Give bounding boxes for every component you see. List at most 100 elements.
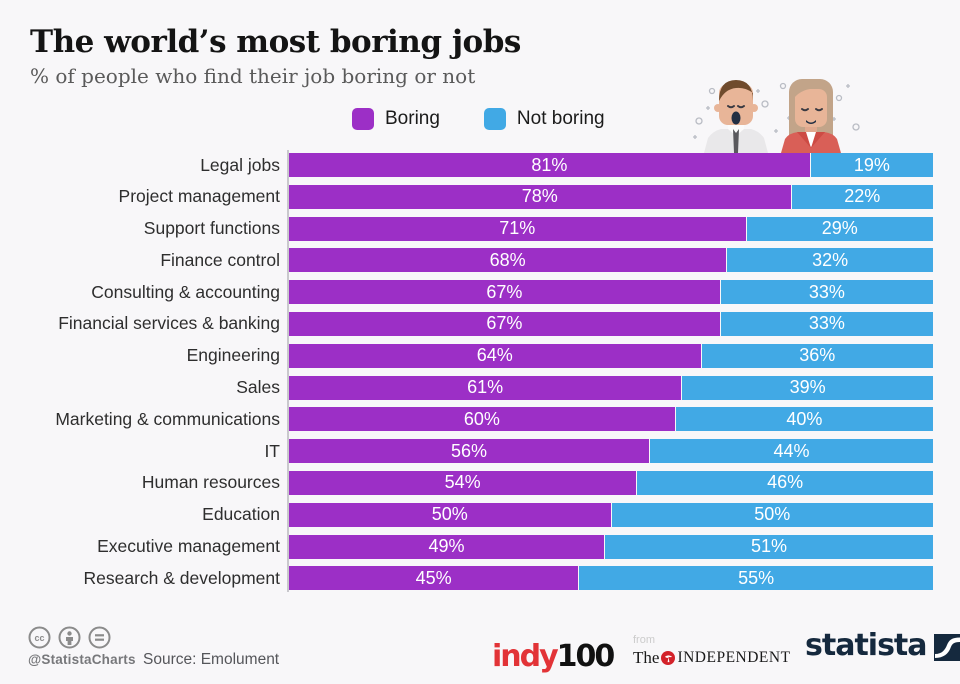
- chart-row: Engineering 64% 36%: [18, 343, 933, 368]
- boring-bar-segment: 81%: [289, 153, 810, 177]
- bar-track: 67% 33%: [289, 311, 933, 336]
- category-label: Finance control: [160, 249, 280, 270]
- legend-label: Not boring: [516, 108, 605, 129]
- value-label: 64%: [476, 345, 513, 366]
- boring-bar-segment: 54%: [289, 470, 637, 495]
- not-boring-bar-segment: 40%: [675, 407, 933, 432]
- value-label: 49%: [428, 536, 465, 557]
- equals-icon: [88, 626, 111, 649]
- not-boring-bar-segment: 55%: [579, 566, 933, 591]
- yawning-man: [704, 80, 768, 153]
- value-label: 78%: [521, 186, 558, 207]
- not-boring-bar-segment: 46%: [637, 470, 933, 495]
- value-label: 81%: [531, 154, 568, 175]
- category-label: Sales: [236, 377, 280, 398]
- value-label: 67%: [486, 313, 523, 334]
- category-label: Legal jobs: [200, 154, 280, 175]
- legend-item-boring: Boring: [352, 108, 440, 130]
- boring-bar-segment: 56%: [289, 439, 650, 464]
- chart-row: Finance control 68% 32%: [18, 248, 933, 273]
- statista-logo-icon: [933, 634, 960, 661]
- boring-bar-segment: 71%: [289, 216, 746, 241]
- not-boring-bar-segment: 36%: [701, 343, 933, 368]
- category-label: Engineering: [186, 345, 280, 366]
- boring-swatch: [352, 108, 374, 130]
- bar-track: 54% 46%: [289, 470, 933, 495]
- value-label: 50%: [431, 504, 468, 525]
- statista-logo-text: statista: [805, 628, 928, 663]
- value-label: 46%: [767, 472, 804, 493]
- value-label: 56%: [451, 440, 488, 461]
- statista-logo: statista: [805, 631, 960, 661]
- boring-bar-segment: 78%: [289, 184, 791, 209]
- chart-row: Research & development 45% 55%: [18, 566, 933, 591]
- boring-bar-segment: 67%: [289, 280, 720, 305]
- value-label: 51%: [751, 536, 788, 557]
- value-label: 54%: [444, 472, 481, 493]
- not-boring-bar-segment: 29%: [746, 216, 933, 241]
- bar-track: 68% 32%: [289, 248, 933, 273]
- chart-row: Financial services & banking 67% 33%: [18, 311, 933, 336]
- value-label: 68%: [489, 249, 526, 270]
- not-boring-bar-segment: 33%: [720, 280, 933, 305]
- bar-track: 71% 29%: [289, 216, 933, 241]
- not-boring-bar-segment: 19%: [810, 153, 933, 177]
- category-label: Human resources: [141, 472, 280, 493]
- category-label: Project management: [118, 186, 280, 207]
- chart-row: Executive management 49% 51%: [18, 534, 933, 559]
- value-label: 61%: [467, 377, 504, 398]
- boring-bar-segment: 61%: [289, 375, 682, 400]
- independent-logo-name: INDEPENDENT: [677, 649, 791, 666]
- the-independent-logo: from The INDEPENDENT: [633, 634, 791, 668]
- value-label: 50%: [754, 504, 791, 525]
- value-label: 40%: [786, 408, 823, 429]
- value-label: 33%: [808, 281, 845, 302]
- value-label: 33%: [808, 313, 845, 334]
- bar-track: 64% 36%: [289, 343, 933, 368]
- y-axis-line: [287, 150, 289, 592]
- from-label: from: [633, 634, 655, 646]
- legend-item-not-boring: Not boring: [483, 108, 605, 130]
- not-boring-bar-segment: 44%: [650, 439, 933, 464]
- boring-bar-segment: 50%: [289, 502, 611, 527]
- category-label: Education: [202, 504, 280, 525]
- category-label: Marketing & communications: [55, 408, 280, 429]
- chart-row: Education 50% 50%: [18, 502, 933, 527]
- value-label: 22%: [844, 186, 881, 207]
- not-boring-bar-segment: 39%: [682, 375, 933, 400]
- attribution-icon: [58, 626, 81, 649]
- not-boring-bar-segment: 33%: [720, 311, 933, 336]
- value-label: 32%: [812, 249, 849, 270]
- chart-row: Legal jobs 81% 19%: [18, 153, 933, 177]
- page-title: The world’s most boring jobs: [30, 24, 521, 60]
- category-label: Support functions: [143, 218, 280, 239]
- value-label: 39%: [789, 377, 826, 398]
- cc-icon: cc: [28, 626, 51, 649]
- legend: Boring Not boring: [352, 108, 605, 130]
- not-boring-bar-segment: 22%: [791, 184, 933, 209]
- bar-track: 60% 40%: [289, 407, 933, 432]
- chart-row: Support functions 71% 29%: [18, 216, 933, 241]
- value-label: 44%: [773, 440, 810, 461]
- indy100-logo-num: 100: [556, 639, 616, 674]
- not-boring-swatch: [483, 108, 506, 130]
- boring-bar-segment: 60%: [289, 407, 675, 432]
- bar-track: 50% 50%: [289, 502, 933, 527]
- svg-text:cc: cc: [34, 633, 44, 643]
- bar-track: 78% 22%: [289, 184, 933, 209]
- category-label: Consulting & accounting: [91, 281, 280, 302]
- page-subtitle: % of people who find their job boring or…: [30, 64, 476, 88]
- value-label: 29%: [821, 218, 858, 239]
- chart-row: Project management 78% 22%: [18, 184, 933, 209]
- creative-commons-icons: cc: [28, 626, 111, 649]
- bored-people-illustration: [693, 79, 860, 153]
- not-boring-bar-segment: 51%: [605, 534, 933, 559]
- stacked-bar-chart: Legal jobs 81% 19% Project management 78% 22%…: [18, 153, 933, 598]
- bar-track: 81% 19%: [289, 153, 933, 177]
- bored-woman: [781, 79, 841, 153]
- boring-bar-segment: 49%: [289, 534, 605, 559]
- chart-row: Sales 61% 39%: [18, 375, 933, 400]
- independent-logo-the: The: [633, 648, 660, 667]
- bar-track: 56% 44%: [289, 439, 933, 464]
- bar-track: 49% 51%: [289, 534, 933, 559]
